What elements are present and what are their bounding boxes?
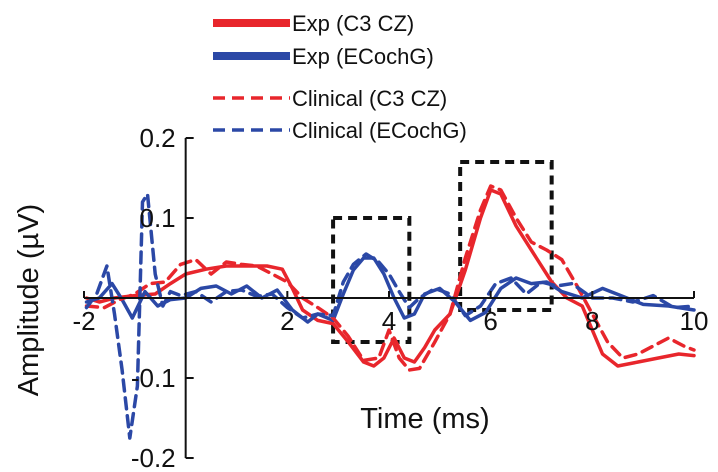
highlight-boxes — [331, 160, 554, 344]
x-axis-label: Time (ms) — [360, 403, 489, 435]
x-tick-label: 6 — [483, 306, 497, 336]
legend-label-2: Exp (ECochG) — [292, 44, 434, 69]
series-line-3 — [84, 184, 696, 372]
x-tick-label: 2 — [280, 306, 294, 336]
y-tick-label: 0.1 — [140, 203, 176, 233]
axes: -2 2 4 6 8 10 -0.2 -0.1 0.1 0.2 — [72, 123, 708, 472]
y-tick-label: -0.2 — [131, 443, 176, 472]
legend: Exp (C3 CZ) Exp (ECochG) Clinical (C3 CZ) C… — [213, 11, 467, 143]
series-line-4 — [84, 192, 696, 440]
y-axis-label: Amplitude (µV) — [13, 204, 45, 396]
y-tick-label: -0.1 — [131, 363, 176, 393]
legend-label-3: Clinical (C3 CZ) — [292, 86, 447, 111]
x-tick-label: 10 — [680, 306, 709, 336]
series-line-1 — [84, 188, 696, 368]
highlight-box-1 — [331, 216, 412, 344]
highlight-box-2 — [458, 160, 554, 312]
x-tick-label: 8 — [585, 306, 599, 336]
x-tick-label: -2 — [72, 306, 95, 336]
series-lines — [84, 184, 696, 440]
x-tick-label: 4 — [382, 306, 396, 336]
legend-label-4: Clinical (ECochG) — [292, 118, 467, 143]
y-tick-label: 0.2 — [140, 123, 176, 153]
legend-label-1: Exp (C3 CZ) — [292, 11, 414, 36]
